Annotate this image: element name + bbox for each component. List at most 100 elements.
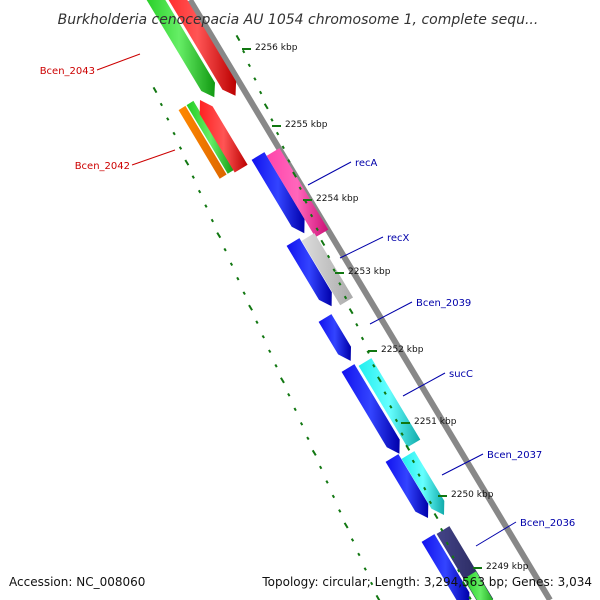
scale-tick [355, 323, 359, 327]
gene-leader-line [307, 161, 352, 186]
inner-tick [299, 422, 304, 426]
kbp-label: 2249 kbp [486, 562, 529, 572]
gene-leader-line [441, 453, 484, 476]
gene-label-Bcen_2039[interactable]: Bcen_2039 [416, 298, 471, 309]
inner-tick [261, 334, 265, 339]
scale-tick [423, 486, 427, 491]
scale-tick [332, 268, 336, 273]
inner-tick [293, 407, 297, 412]
gene-segment-red [199, 100, 248, 173]
inner-tick [268, 349, 272, 354]
inner-tick [370, 581, 374, 586]
gene-labels: Bcen_2043 Bcen_2042 recA recX Bcen_2039 sucC B… [40, 53, 575, 547]
gene-label-sucC[interactable]: sucC [449, 369, 473, 380]
gene-Bcen_2037-cyan [401, 451, 445, 515]
gene-leader-line [369, 301, 413, 325]
scale-tick [292, 171, 297, 178]
gene-Bcen_2036-blue [421, 534, 470, 600]
kbp-label: 2251 kbp [414, 417, 457, 427]
inner-tick [172, 131, 176, 136]
scale-tick [263, 103, 269, 110]
gene-leader-line [131, 149, 176, 166]
scale-tick [309, 213, 314, 218]
inner-tick [338, 509, 342, 513]
scale-tick [253, 77, 257, 81]
scale-tick [394, 418, 399, 423]
scale-tick [338, 282, 342, 286]
scale-tick [366, 350, 370, 354]
gene-leader-line [96, 53, 141, 71]
inner-tick [166, 117, 170, 121]
inner-tick [210, 218, 214, 223]
gene-label-recA[interactable]: recA [355, 158, 378, 169]
inner-tick [287, 392, 291, 397]
inner-tick [216, 232, 222, 239]
inner-tick [331, 494, 336, 499]
accession-text: Accession: NC_008060 [9, 575, 145, 589]
kbp-label: 2250 kbp [451, 490, 494, 500]
scale-tick [235, 34, 241, 42]
gene-segment-orange [178, 105, 227, 179]
scale-tick [428, 500, 433, 505]
scale-tick [451, 555, 455, 559]
inner-tick [236, 276, 240, 281]
inner-tick [184, 159, 190, 166]
scale-tick [417, 473, 421, 477]
inner-tick [343, 522, 349, 529]
scale-tick [320, 239, 326, 247]
strand-green-bottom [464, 571, 494, 600]
scale-tick [377, 376, 382, 383]
scale-tick [343, 295, 348, 300]
kbp-label: 2252 kbp [381, 345, 424, 355]
gene-Bcen_2039-blue [318, 314, 351, 361]
inner-tick [280, 377, 285, 384]
scale-tick [275, 131, 280, 136]
scale-tick [445, 541, 449, 546]
inner-tick [311, 449, 317, 456]
scale-tick [383, 391, 387, 395]
backbone-line [187, 0, 553, 600]
inner-tick [204, 204, 208, 208]
scale-tick [461, 581, 467, 588]
inner-tick [363, 567, 367, 571]
scale-tick [259, 90, 263, 95]
scale-tick [287, 159, 291, 163]
scale-tick [405, 444, 411, 451]
kbp-label: 2254 kbp [316, 194, 359, 204]
gene-recX-blue [286, 238, 332, 307]
scale-tick [411, 459, 416, 464]
kbp-label: 2253 kbp [348, 267, 391, 277]
gene-leader-line [339, 236, 384, 259]
inner-tick [159, 102, 163, 107]
scale-tick [281, 145, 285, 150]
inner-tick [255, 320, 259, 324]
scale-tick [315, 227, 319, 232]
inner-tick [274, 364, 278, 368]
gene-label-Bcen_2037[interactable]: Bcen_2037 [487, 450, 542, 461]
gene-segment-green [186, 100, 235, 174]
inner-tick [178, 146, 183, 150]
map-title: Burkholderia cenocepacia AU 1054 chromos… [58, 12, 539, 28]
scale-tick [242, 49, 246, 54]
gene-label-Bcen_2043[interactable]: Bcen_2043 [40, 66, 95, 77]
kbp-label: 2255 kbp [285, 120, 328, 130]
gene-label-recX[interactable]: recX [387, 233, 410, 244]
gene-sucC-cyan [358, 358, 421, 448]
scale-tick [468, 596, 472, 600]
scale-tick [326, 254, 331, 259]
feature-bands [146, 0, 553, 600]
inner-tick [242, 291, 246, 296]
scale-tick [433, 512, 439, 520]
scale-tick [298, 186, 302, 191]
scale-tick [372, 363, 376, 368]
gene-leader-line [475, 521, 517, 547]
gene-label-Bcen_2036[interactable]: Bcen_2036 [520, 518, 575, 529]
gene-recA-pink [266, 148, 329, 238]
scale-tick [348, 308, 354, 315]
scale-tick [304, 200, 308, 204]
gene-label-Bcen_2042[interactable]: Bcen_2042 [75, 161, 130, 172]
inner-tick [229, 262, 234, 266]
inner-tick [248, 304, 253, 311]
